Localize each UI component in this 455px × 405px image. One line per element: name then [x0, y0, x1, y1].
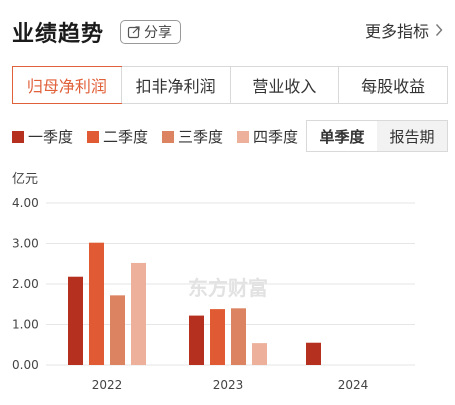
legend-item-q4: 四季度: [237, 126, 298, 147]
x-tick-label: 2024: [338, 378, 369, 392]
legend-item-q2: 二季度: [87, 126, 148, 147]
axis-layer: 4.00 3.00 2.00 1.00 0.00 2022 2023 2024: [12, 196, 368, 392]
legend-label-q3: 三季度: [178, 128, 224, 146]
bar-2023-三季度: [231, 308, 246, 365]
share-button[interactable]: 分享: [120, 20, 181, 44]
watermark-text: 东方财富: [188, 276, 268, 300]
bar-2023-四季度: [252, 343, 267, 365]
bar-chart: 亿元 东方财富 4.00 3.00 2.00 1.00 0.00 2022 2023 2024: [12, 172, 415, 392]
y-axis-unit: 亿元: [12, 172, 38, 187]
bar-2023-一季度: [189, 315, 204, 365]
tab-revenue[interactable]: 营业收入: [229, 67, 339, 103]
legend-swatch-q3: [162, 130, 175, 143]
legend-swatch-q2: [87, 130, 100, 143]
legend-item-q1: 一季度: [12, 126, 73, 147]
x-tick-label: 2023: [213, 378, 244, 392]
legend-swatch-q4: [237, 130, 250, 143]
legend-label-q4: 四季度: [253, 128, 299, 146]
bar-2024-一季度: [306, 342, 321, 365]
legend-label-q1: 一季度: [28, 128, 74, 146]
legend-swatch-q1: [12, 130, 24, 143]
chart-legend: 一季度 二季度 三季度 四季度: [12, 126, 312, 147]
y-tick-label: 4.00: [12, 196, 39, 210]
toggle-report-period[interactable]: 报告期: [389, 127, 435, 146]
legend-label-q2: 二季度: [103, 128, 149, 146]
bar-2022-二季度: [89, 242, 104, 365]
more-metrics-link[interactable]: 更多指标: [365, 18, 443, 42]
bar-2023-二季度: [210, 309, 225, 365]
toggle-single-quarter[interactable]: 单季度: [307, 121, 377, 151]
bar-layer: [68, 242, 321, 365]
more-metrics-label: 更多指标: [364, 22, 429, 41]
chevron-right-icon: [435, 24, 443, 36]
tab-eps[interactable]: 每股收益: [338, 67, 447, 103]
y-tick-label: 0.00: [12, 358, 39, 372]
share-label: 分享: [144, 25, 172, 41]
grid-layer: [46, 202, 415, 366]
bar-2022-三季度: [110, 295, 125, 365]
bar-2022-四季度: [131, 262, 146, 365]
y-tick-label: 3.00: [12, 237, 39, 251]
x-tick-label: 2022: [92, 378, 123, 392]
y-tick-label: 1.00: [12, 318, 39, 332]
tab-net-profit[interactable]: 归母净利润: [12, 66, 122, 104]
period-toggle: 单季度 报告期: [306, 120, 448, 152]
metric-tabs: 归母净利润 扣非净利润 营业收入 每股收益: [12, 66, 448, 104]
card-header: 业绩趋势 分享 更多指标: [12, 14, 447, 50]
tab-deducted-net-profit[interactable]: 扣非净利润: [120, 67, 230, 103]
share-icon: [127, 26, 140, 39]
page-title: 业绩趋势: [12, 22, 105, 47]
legend-item-q3: 三季度: [162, 126, 223, 147]
y-tick-label: 2.00: [12, 277, 39, 291]
bar-2022-一季度: [68, 276, 83, 365]
